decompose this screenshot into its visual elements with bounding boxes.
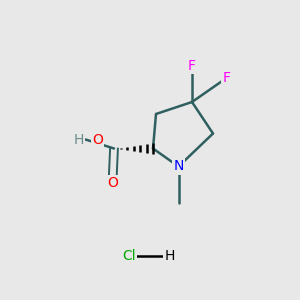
Text: H: H <box>164 249 175 262</box>
Text: H: H <box>74 133 84 146</box>
Text: F: F <box>188 59 196 73</box>
Text: N: N <box>173 160 184 173</box>
Text: O: O <box>92 133 103 146</box>
Text: Cl: Cl <box>122 249 136 262</box>
Text: F: F <box>223 71 230 85</box>
Text: O: O <box>107 176 118 190</box>
